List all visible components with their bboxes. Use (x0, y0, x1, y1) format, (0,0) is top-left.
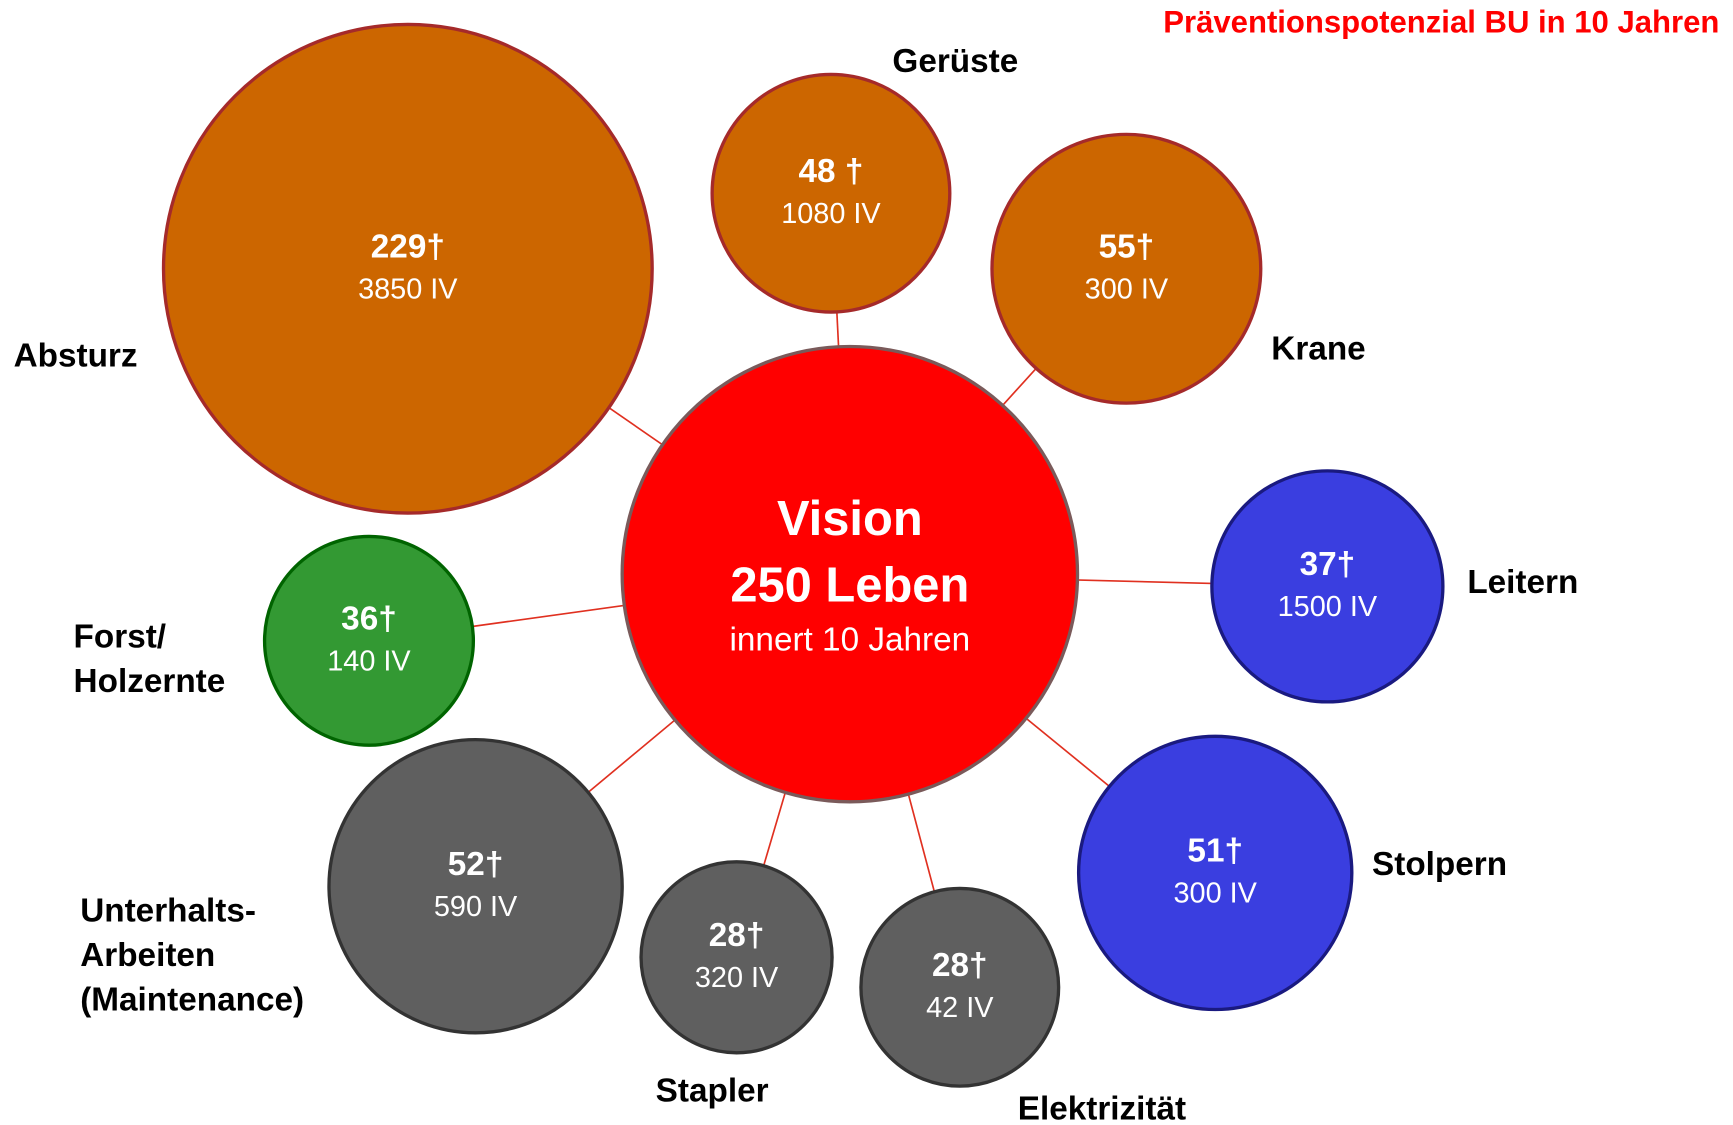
bubble (710, 72, 952, 314)
bubble-iv: 300 IV (1085, 274, 1169, 306)
bubble (1210, 469, 1445, 704)
bubble-iv: 590 IV (434, 891, 518, 923)
bubble-label: Stapler (656, 1073, 769, 1110)
bubbles: 229† 3850 IV Absturz 48 † 1080 IV Gerüste 55† 3… (14, 22, 1578, 1125)
bubble-deaths: 52† (448, 846, 504, 883)
bubble (859, 886, 1061, 1088)
center-note: innert 10 Jahren (730, 622, 971, 659)
bubble-label: (Maintenance) (80, 982, 304, 1019)
bubble-iv: 1500 IV (1278, 591, 1378, 623)
bubble (1076, 734, 1354, 1012)
bubble-deaths: 229† (371, 229, 445, 266)
bubble (990, 132, 1263, 405)
bubble (262, 534, 476, 747)
center-circle (620, 344, 1080, 804)
center-title: Vision (777, 492, 923, 546)
center-subtitle: 250 Leben (730, 559, 969, 613)
bubble-iv: 320 IV (695, 962, 779, 994)
bubble-iv: 1080 IV (781, 198, 881, 230)
bubble (327, 737, 624, 1035)
bubble-label: Gerüste (892, 43, 1018, 80)
bubble-label: Absturz (14, 337, 138, 374)
bubble (639, 860, 834, 1055)
bubble-label: Holzernte (74, 663, 226, 700)
bubble-label: Arbeiten (80, 937, 215, 974)
title: Präventionspotenzial BU in 10 Jahren (1163, 5, 1719, 40)
bubble-label: Krane (1271, 331, 1365, 368)
bubble-label: Leitern (1467, 564, 1578, 601)
bubble-deaths: 28† (709, 917, 765, 954)
bubble-iv: 300 IV (1173, 878, 1257, 910)
bubble-deaths: 36† (341, 601, 397, 638)
bubble-deaths: 51† (1187, 833, 1243, 870)
bubble-iv: 42 IV (926, 992, 994, 1024)
bubble-label: Elektrizität (1018, 1090, 1186, 1125)
bubble-deaths: 28† (932, 947, 988, 984)
bubble-label: Stolpern (1372, 846, 1507, 883)
bubble-label: Unterhalts- (80, 893, 256, 930)
bubble-deaths: 48 † (799, 153, 864, 190)
bubble-deaths: 55† (1099, 229, 1155, 266)
bubble-label: Forst/ (74, 618, 167, 655)
bubble-deaths: 37† (1300, 546, 1356, 583)
bubble (161, 22, 654, 515)
bubble-iv: 3850 IV (358, 274, 458, 306)
bubble-iv: 140 IV (327, 646, 411, 678)
